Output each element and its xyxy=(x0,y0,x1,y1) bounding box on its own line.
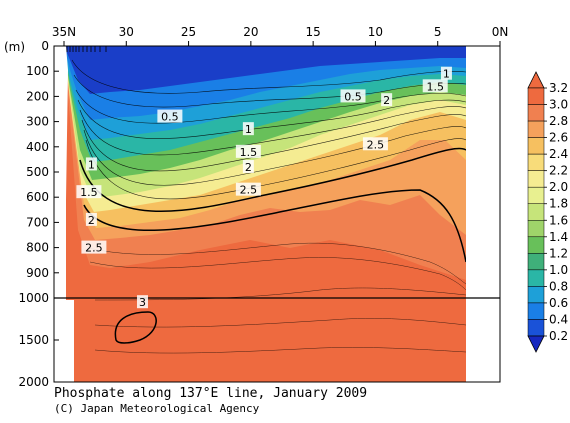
x-tick-label: 5 xyxy=(434,25,442,39)
colorbar-swatch xyxy=(527,302,545,320)
colorbar-swatch xyxy=(527,104,545,122)
y-tick-label: 200 xyxy=(26,89,49,103)
contour-label-bg xyxy=(381,93,393,107)
x-tick-label: 35N xyxy=(52,25,76,39)
contour-label-bg xyxy=(157,109,183,123)
colorbar-swatch xyxy=(527,137,545,155)
x-tick-label: 25 xyxy=(181,25,196,39)
contour-label: 1.5 xyxy=(80,186,98,199)
y-tick-label: 1000 xyxy=(18,291,49,305)
contour-label: 2 xyxy=(88,214,95,227)
colorbar-top-arrow xyxy=(527,71,545,89)
contour-label: 2.5 xyxy=(367,138,385,151)
contour-label-bg xyxy=(362,137,388,151)
y-tick-label: 400 xyxy=(26,140,49,154)
contour-label-bg xyxy=(242,159,254,173)
colorbar-swatch xyxy=(527,253,545,271)
colorbar-swatch xyxy=(527,120,545,138)
colorbar-swatch xyxy=(527,153,545,171)
contour-label: 2.5 xyxy=(85,242,103,255)
section-field xyxy=(64,46,466,382)
x-tick-label: 10 xyxy=(368,25,383,39)
colorbar-swatch xyxy=(527,236,545,254)
colorbar-label: 1.4 xyxy=(549,230,568,244)
shelf-mask xyxy=(64,300,74,382)
colorbar-label: 1.6 xyxy=(549,213,568,227)
contour-label-bg xyxy=(235,144,261,158)
contour-label-bg xyxy=(136,295,148,309)
colorbar-label: 2.6 xyxy=(549,131,568,145)
contour-label: 1.5 xyxy=(426,80,444,93)
contour-label: 3 xyxy=(139,296,146,309)
colorbar-label: 0.8 xyxy=(549,279,568,293)
colorbar-label: 1.2 xyxy=(549,246,568,260)
x-tick-label: 0N xyxy=(492,25,509,39)
chart-title: Phosphate along 137°E line, January 2009 xyxy=(54,386,367,401)
y-tick-label: 800 xyxy=(26,241,49,255)
colorbar-swatch xyxy=(527,286,545,304)
y-tick-label: 900 xyxy=(26,266,49,280)
y-tick-label: 500 xyxy=(26,165,49,179)
contour-label: 1 xyxy=(245,123,252,136)
contour-label-bg xyxy=(76,185,102,199)
y-tick-label: 2000 xyxy=(18,375,49,389)
colorbar-swatch xyxy=(527,319,545,337)
y-tick-label: 100 xyxy=(26,64,49,78)
colorbar-label: 2.0 xyxy=(549,180,568,194)
colorbar-bottom-arrow xyxy=(527,335,545,353)
credit-line: (C) Japan Meteorological Agency xyxy=(54,402,260,415)
station-ticks xyxy=(66,46,107,52)
colorbar-label: 2.2 xyxy=(549,164,568,178)
contour-label-bg xyxy=(85,157,97,171)
colorbar-label: 1.0 xyxy=(549,263,568,277)
y-tick-labels: 0 100 200 300 400 500 600 700 800 900 1000 1500 2000 xyxy=(18,39,59,389)
y-tick-label: 700 xyxy=(26,215,49,229)
zone-0-2 xyxy=(64,46,466,94)
x-tick-label: 30 xyxy=(119,25,134,39)
colorbar-label: 2.8 xyxy=(549,114,568,128)
colorbar-swatch xyxy=(527,220,545,238)
colorbar-label: 0.6 xyxy=(549,296,568,310)
contour-label-bg xyxy=(235,182,261,196)
colorbar-swatch xyxy=(527,186,545,204)
colorbar-swatch xyxy=(527,87,545,105)
colorbar-swatch xyxy=(527,269,545,287)
contour-label: 1.5 xyxy=(240,146,258,159)
colorbar-label: 1.8 xyxy=(549,197,568,211)
y-tick-label: 600 xyxy=(26,190,49,204)
contour-label-bg xyxy=(81,240,107,254)
x-tick-label: 15 xyxy=(306,25,321,39)
colorbar-label: 0.4 xyxy=(549,312,568,326)
y-tick-label: 1500 xyxy=(18,333,49,347)
y-tick-label: 0 xyxy=(41,39,49,53)
plot-frame xyxy=(53,45,501,383)
contour-label: 0.5 xyxy=(161,111,179,124)
colorbar-label: 2.4 xyxy=(549,147,568,161)
colorbar-label: 3.0 xyxy=(549,98,568,112)
contour-label: 0.5 xyxy=(344,90,362,103)
contour-label-bg xyxy=(422,79,448,93)
contour-label-bg xyxy=(242,122,254,136)
contour-label: 2 xyxy=(383,94,390,107)
colorbar: 3.2 3.0 2.8 2.6 2.4 2.2 2.0 1.8 1.6 1.4 1.2 1.0 0.8 0… xyxy=(527,71,568,353)
y-tick-label: 300 xyxy=(26,115,49,129)
contour-label: 2.5 xyxy=(240,184,258,197)
colorbar-label: 3.2 xyxy=(549,81,568,95)
x-tick-label: 20 xyxy=(243,25,258,39)
contour-label: 1 xyxy=(88,158,95,171)
contour-label-bg xyxy=(340,89,366,103)
colorbar-label: 0.2 xyxy=(549,329,568,343)
y-axis-label: (m) xyxy=(4,40,25,54)
contour-label-bg xyxy=(440,66,452,80)
contour-label-bg xyxy=(85,212,97,226)
colorbar-swatch xyxy=(527,170,545,188)
x-tick-labels: 35N 30 25 20 15 10 5 0N xyxy=(52,25,508,46)
contour-label: 2 xyxy=(245,161,252,174)
colorbar-swatch xyxy=(527,203,545,221)
contour-label: 1 xyxy=(443,68,450,81)
